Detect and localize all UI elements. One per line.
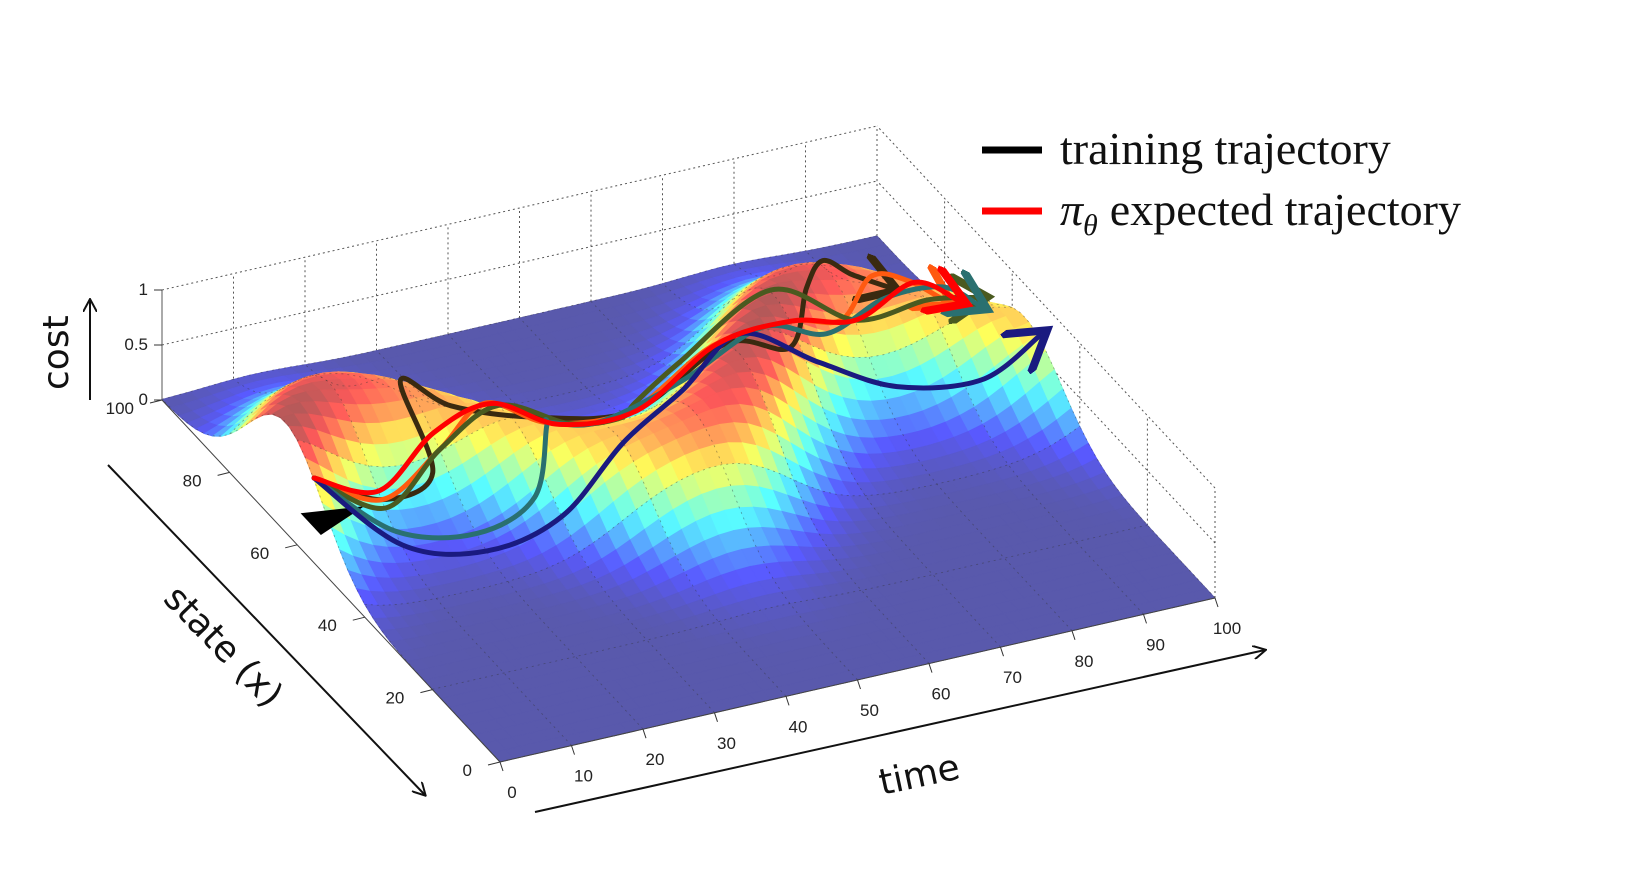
legend-theta-subscript: θ	[1083, 209, 1098, 242]
time-ticks: 0 10 20 30 40 50 60 70 80 90 100	[499, 597, 1241, 802]
state-tick-label: 0	[463, 761, 472, 780]
time-tick-label: 90	[1146, 635, 1165, 654]
time-tick-mark	[1071, 630, 1076, 640]
surface-gridline-time	[662, 283, 1001, 648]
state-tick-mark	[352, 616, 365, 621]
state-tick-mark	[487, 761, 501, 766]
time-tick-label: 60	[932, 685, 951, 704]
time-tick-label: 40	[789, 717, 808, 736]
legend-expected-text: expected trajectory	[1110, 184, 1461, 235]
time-tick-mark	[857, 679, 861, 690]
time-tick-label: 50	[860, 701, 879, 720]
cost-tick-label: 0	[139, 390, 148, 409]
time-tick-mark	[499, 761, 504, 772]
state-ticks: 0 20 40 60 80 100	[106, 399, 501, 780]
surface-gridline-time	[733, 262, 1073, 631]
cost-tick-label: 0.5	[124, 335, 148, 354]
surface-gridline-time	[376, 350, 715, 713]
time-tick-mark	[928, 663, 933, 673]
surface-gridline-state	[229, 263, 945, 435]
surface-gridline-state	[161, 235, 878, 400]
state-tick-label: 80	[183, 471, 202, 490]
trajectories	[300, 260, 1040, 557]
time-axis-arrow	[534, 650, 1265, 813]
cost-surface	[161, 235, 1216, 763]
time-tick-label: 70	[1003, 668, 1022, 687]
state-tick-label: 40	[318, 616, 337, 635]
cost-axis-label: cost	[36, 315, 77, 390]
surface-gridline-state	[364, 425, 1081, 606]
time-tick-mark	[1214, 597, 1219, 608]
time-tick-label: 10	[574, 767, 593, 786]
time-tick-label: 30	[717, 734, 736, 753]
time-axis-label: time	[875, 747, 963, 804]
state-axis-label: state (x)	[156, 578, 291, 716]
time-tick-label: 0	[507, 783, 516, 802]
time-tick-label: 100	[1213, 619, 1241, 638]
trajectory-line-5	[311, 282, 957, 496]
time-tick-label: 80	[1075, 652, 1094, 671]
state-tick-label: 60	[250, 544, 269, 563]
state-tick-label: 100	[106, 399, 134, 418]
legend-label-expected: πθ expected trajectory	[1060, 184, 1461, 242]
surface-gridline-time	[519, 317, 858, 681]
surface-gridline-state	[432, 524, 1148, 690]
time-tick-mark	[1143, 614, 1147, 624]
cost-tick-label: 1	[139, 280, 148, 299]
time-tick-mark	[1000, 647, 1004, 657]
cost-ticks: 00.51	[124, 280, 162, 409]
time-tick-mark	[571, 745, 575, 755]
time-tick-label: 20	[646, 750, 665, 769]
state-tick-mark	[420, 689, 433, 694]
floor-edge	[161, 399, 501, 763]
time-tick-mark	[642, 729, 647, 739]
trajectory-line-4	[311, 333, 1039, 557]
time-tick-mark	[714, 712, 718, 722]
legend: training trajectory πθ expected trajector…	[982, 123, 1461, 242]
back-wall-gridline	[161, 180, 878, 346]
trajectory-start-wedge	[300, 506, 365, 535]
state-tick-mark	[217, 471, 230, 476]
state-tick-mark	[285, 544, 298, 549]
back-wall-gridline	[161, 125, 878, 291]
time-tick-mark	[785, 696, 790, 706]
surface-gridline-time	[590, 301, 930, 664]
state-tick-label: 20	[385, 689, 404, 708]
legend-pi-symbol: π	[1060, 184, 1085, 235]
surface-gridline-time	[447, 333, 787, 697]
legend-label-training: training trajectory	[1060, 123, 1391, 174]
state-axis-arrow	[107, 464, 425, 795]
surface-gridline-time	[304, 364, 644, 730]
